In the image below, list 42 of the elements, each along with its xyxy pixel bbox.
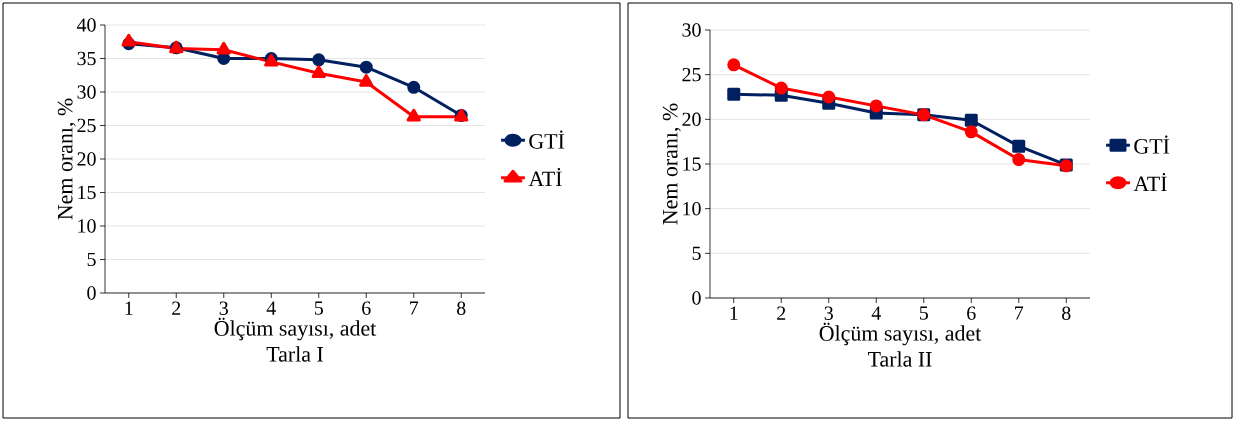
y-tick-label: 10	[683, 201, 701, 216]
y-tick-label: 20	[77, 152, 96, 166]
y-tick-label: 25	[682, 67, 701, 82]
y-tick-label: 40	[76, 18, 96, 32]
x-tick-label: 4	[266, 301, 276, 315]
x-tick-label: 1	[125, 301, 133, 315]
x-tick-label: 7	[1015, 306, 1024, 320]
x-tick-label: 1	[730, 306, 738, 320]
text: Tarla I	[266, 346, 323, 362]
x-tick-label: 2	[172, 301, 181, 315]
x-tick-label: 6	[967, 306, 976, 320]
legend-label: GTİ	[1134, 135, 1170, 154]
text: Tarla II	[868, 351, 932, 367]
x-tick-label: 8	[457, 301, 466, 315]
y-tick-label: 30	[77, 85, 96, 99]
x-axis-title: Ölçüm sayısı, adet	[214, 317, 377, 341]
y-tick-label: 15	[683, 157, 701, 171]
y-axis-title: Nem oranı, %	[662, 103, 681, 225]
x-tick-label: 5	[919, 306, 928, 320]
y-axis-title: Nem oranı, %	[57, 98, 76, 220]
y-tick-label: 0	[692, 291, 701, 305]
x-tick-label: 8	[1062, 306, 1071, 320]
y-tick-label: 35	[77, 51, 96, 66]
x-tick-label: 3	[824, 306, 833, 320]
legend-label: ATİ	[528, 167, 562, 187]
y-tick-label: 0	[87, 286, 96, 300]
x-tick-label: 4	[871, 306, 881, 320]
legend-label: ATİ	[1133, 172, 1167, 192]
legend-label: GTİ	[529, 130, 565, 149]
x-axis-title: Ölçüm sayısı, adet	[819, 322, 982, 346]
x-tick-label: 6	[362, 301, 371, 315]
y-tick-label: 20	[682, 112, 701, 127]
y-tick-label: 10	[78, 219, 96, 233]
x-tick-label: 5	[314, 301, 323, 315]
x-tick-label: 7	[410, 301, 419, 315]
x-tick-label: 3	[219, 301, 228, 315]
y-tick-label: 25	[77, 118, 96, 133]
y-tick-label: 5	[87, 252, 96, 267]
y-tick-label: 5	[692, 246, 701, 260]
x-tick-label: 2	[777, 306, 786, 320]
y-tick-label: 15	[78, 185, 96, 200]
y-tick-label: 30	[682, 23, 701, 37]
